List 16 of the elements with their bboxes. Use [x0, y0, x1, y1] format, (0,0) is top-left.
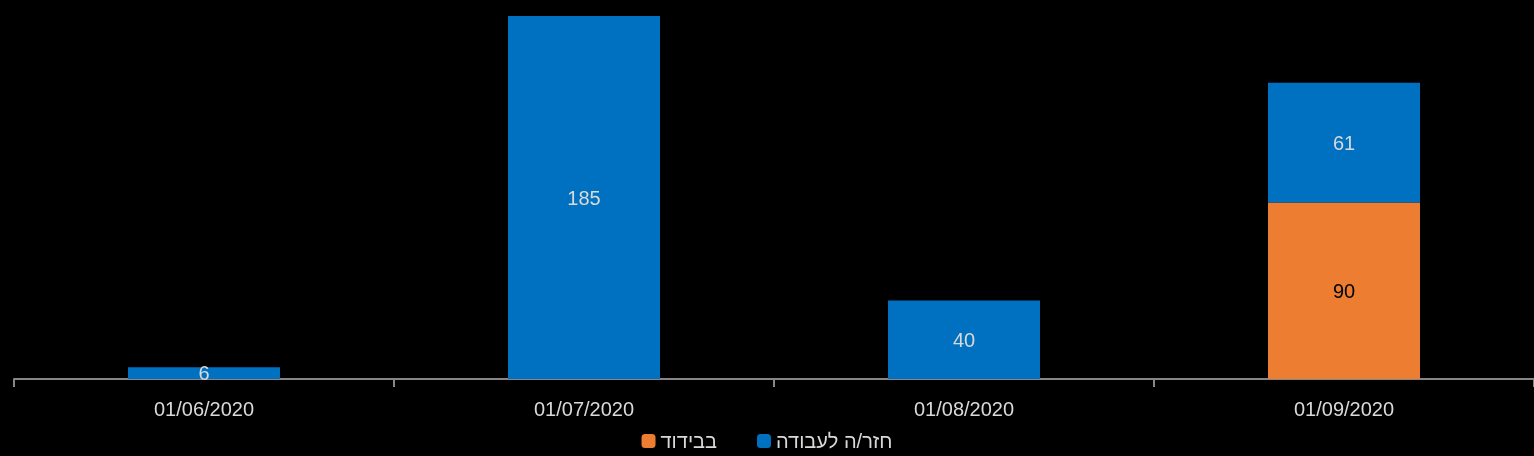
- data-label: 90: [1332, 279, 1356, 302]
- x-tick-label: 01/07/2020: [533, 398, 635, 420]
- data-label: 61: [1332, 131, 1356, 154]
- x-tick-label: 01/06/2020: [153, 398, 255, 420]
- legend-label: בבידוד: [660, 430, 718, 452]
- data-label: 185: [567, 186, 601, 209]
- x-tick-label: 01/08/2020: [913, 398, 1015, 420]
- bar: [888, 300, 1040, 379]
- bar: [508, 16, 660, 379]
- bar: [1268, 82, 1420, 203]
- bar: [1268, 202, 1420, 379]
- x-tick-label: 01/09/2020: [1293, 398, 1395, 420]
- bar: [128, 367, 280, 379]
- data-label: 6: [198, 362, 210, 385]
- legend-label: חזר/ה לעבודה: [776, 430, 893, 452]
- data-label: 40: [952, 328, 976, 351]
